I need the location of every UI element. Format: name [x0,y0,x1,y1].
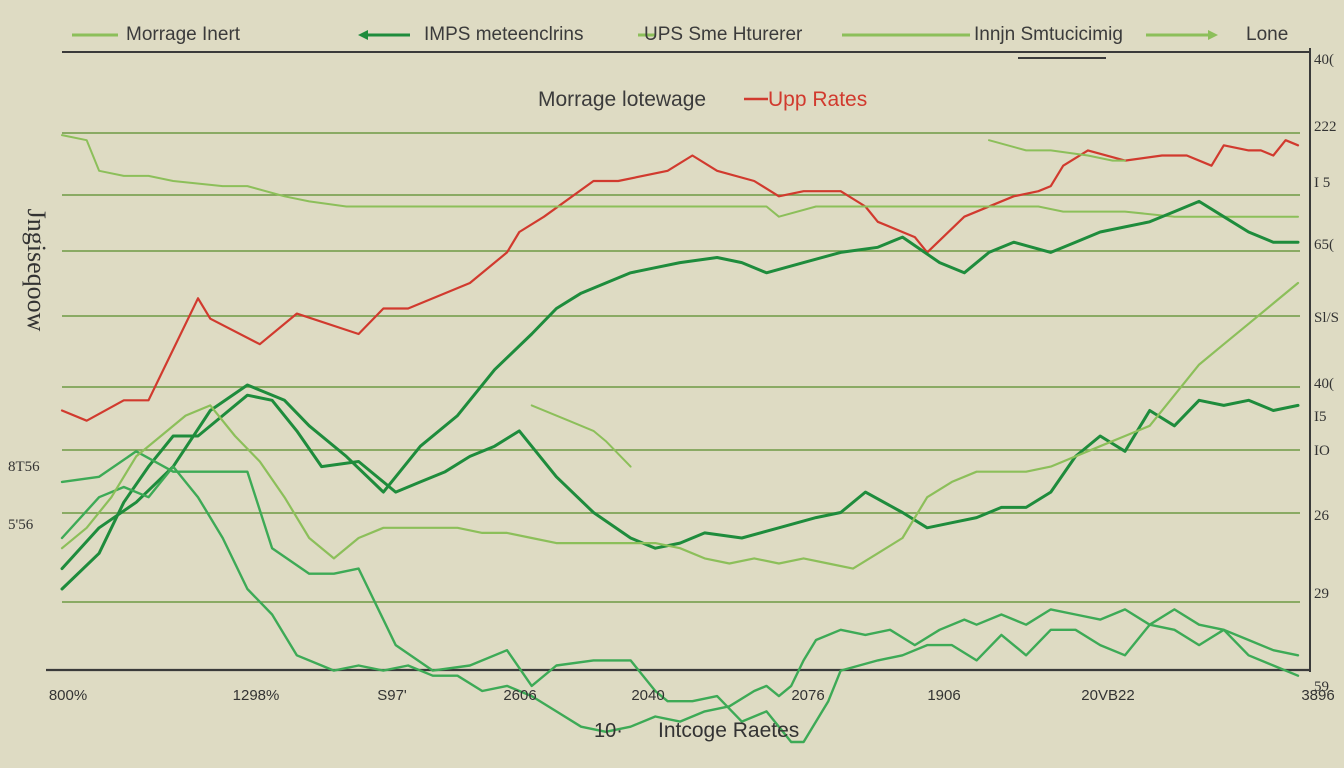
series-line-green-main-b [60,393,1300,591]
chart-title: Morrage lotewage [538,88,706,111]
legend: Morrage Inert IMPS meteenclrins UPS Sme … [72,24,1288,45]
y-tick-label-right: 26 [1314,508,1330,524]
legend-label-ups: UPS Sme Hturerer [644,24,803,45]
y-tick-labels-left: 8T56 5'56 [8,459,40,533]
x-tick-label: 2040 [631,687,664,704]
x-tick-label: 1906 [927,687,960,704]
y-tick-label-left: 8T56 [8,459,40,475]
x-tick-label: 2076 [791,687,824,704]
y-tick-labels-right: 40( 222 I 5 65( Sl/S 40( I5 IO 26 29 59 [1314,52,1339,695]
y-tick-label-left: 5'56 [8,517,34,533]
x-tick-labels: 800% 1298% S97' 2606 2040 2076 1906 20VB22 3896 [49,687,1335,704]
series-lines [60,134,1300,744]
y-tick-label-right: IO [1314,443,1330,459]
gridlines [62,132,1300,603]
y-tick-label-right: 222 [1314,119,1337,135]
legend-label-innjn: Innjn Smtucicimig [974,24,1123,45]
y-tick-label-right: I 5 [1314,175,1330,191]
legend-arrow-left-icon [358,30,368,40]
y-axis-label: Jngiseqoow [22,209,51,332]
legend-label-imps: IMPS meteenclrins [424,24,583,45]
x-tick-label: 800% [49,687,87,704]
series-line-light-green-mid [60,281,1300,570]
x-tick-label: 2606 [503,687,536,704]
series-line-green-main-a [60,199,1300,571]
chart-title-highlight: Upp Rates [768,88,867,111]
y-tick-label-right: Sl/S [1314,310,1339,326]
series-line-light-green-left-drop [530,404,632,468]
x-tick-label: S97' [377,687,407,704]
series-line-green-lower-b [60,465,1300,733]
y-tick-label-right: 59 [1314,679,1329,695]
x-tick-label: 3896 [1301,687,1334,704]
series-line-red-rates [60,139,1300,422]
x-axis-label-prefix: 10· [594,720,623,742]
y-tick-label-right: 40( [1314,52,1334,68]
y-tick-label-right: 40( [1314,376,1334,392]
x-tick-label: 20VB22 [1081,687,1134,704]
y-tick-label-right: 29 [1314,586,1329,602]
series-line-upper-light-green [61,134,1299,218]
y-tick-label-right: 65( [1314,237,1334,253]
series-line-upper-light-green-right [988,139,1126,162]
x-tick-label: 1298% [233,687,280,704]
x-axis-label: Intcoge Raetes [658,719,799,742]
legend-arrow-right-icon [1208,30,1218,40]
series-line-green-lower [60,450,1300,744]
legend-label-morrage: Morrage Inert [126,24,241,45]
legend-label-lone: Lone [1246,24,1288,45]
y-tick-label-right: I5 [1314,409,1327,425]
